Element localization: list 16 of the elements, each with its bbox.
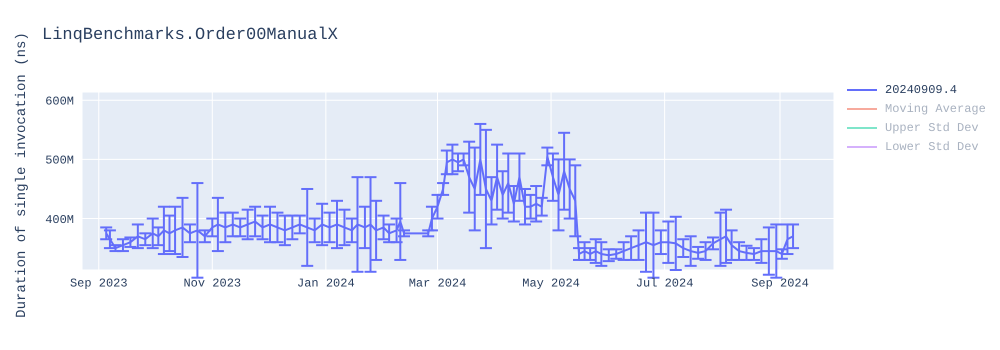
chart-title: LinqBenchmarks.Order00ManualX [42,26,338,45]
y-tick-label: 400M [45,212,74,227]
x-tick-label: May 2024 [522,276,580,291]
x-tick-label: Sep 2023 [70,276,128,291]
legend-label: Moving Average [885,102,986,116]
y-tick-label: 500M [45,154,74,168]
x-tick-label: Nov 2023 [183,276,242,291]
y-axis-title: Duration of single invocation (ns) [14,32,30,318]
legend-label: 20240909.4 [885,82,958,96]
legend-label: Lower Std Dev [885,140,979,154]
x-tick-label: Jan 2024 [297,276,355,291]
y-tick-label: 600M [45,94,74,109]
x-tick-label: Sep 2024 [751,276,809,291]
x-tick-label: Jul 2024 [636,276,694,291]
legend-label: Upper Std Dev [885,120,979,134]
x-tick-label: Mar 2024 [408,276,466,291]
